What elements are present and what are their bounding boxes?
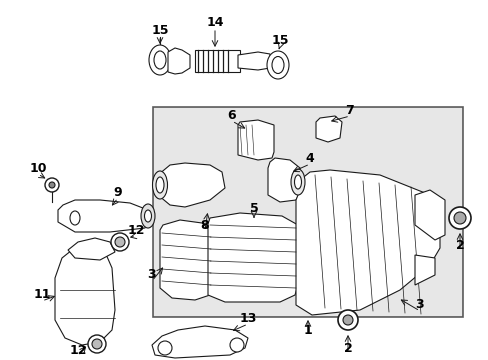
Text: 10: 10 [29,162,47,175]
Ellipse shape [271,57,284,73]
Polygon shape [238,52,269,70]
Text: 3: 3 [147,269,156,282]
Polygon shape [68,238,115,260]
Ellipse shape [266,51,288,79]
Text: 9: 9 [113,185,122,198]
Ellipse shape [70,211,80,225]
Polygon shape [58,200,148,232]
Circle shape [45,178,59,192]
Text: 11: 11 [33,288,51,302]
Text: 14: 14 [206,15,224,28]
Text: 5: 5 [249,202,258,215]
Text: 4: 4 [305,152,314,165]
Polygon shape [267,158,299,202]
Polygon shape [168,48,190,74]
Polygon shape [414,255,434,285]
Ellipse shape [294,175,301,189]
Polygon shape [195,50,240,72]
Polygon shape [295,170,439,315]
Text: 12: 12 [127,224,144,237]
Circle shape [229,338,244,352]
Text: 13: 13 [239,311,256,324]
Circle shape [115,237,125,247]
Text: 1: 1 [303,324,312,337]
Text: 15: 15 [271,33,288,46]
Bar [153,107,462,317]
Polygon shape [414,190,444,240]
Polygon shape [238,120,273,160]
Ellipse shape [154,51,165,69]
Ellipse shape [152,171,167,199]
Circle shape [453,212,465,224]
Polygon shape [152,326,247,358]
Text: 12: 12 [69,343,86,356]
Ellipse shape [144,210,151,222]
Text: 15: 15 [151,23,168,36]
Circle shape [448,207,470,229]
Polygon shape [55,246,115,345]
Text: 7: 7 [345,104,354,117]
Ellipse shape [149,45,171,75]
Text: 3: 3 [415,298,424,311]
Polygon shape [160,220,212,300]
Circle shape [88,335,106,353]
Text: 6: 6 [227,108,236,122]
Text: 2: 2 [343,342,352,355]
Ellipse shape [141,204,155,228]
Circle shape [158,341,172,355]
Ellipse shape [156,177,163,193]
Polygon shape [315,116,341,142]
Text: 8: 8 [200,219,209,231]
Circle shape [337,310,357,330]
Circle shape [92,339,102,349]
Polygon shape [158,163,224,207]
Text: 2: 2 [455,239,464,252]
Ellipse shape [290,169,305,195]
Circle shape [342,315,352,325]
Polygon shape [207,213,297,302]
Circle shape [111,233,129,251]
Circle shape [49,182,55,188]
